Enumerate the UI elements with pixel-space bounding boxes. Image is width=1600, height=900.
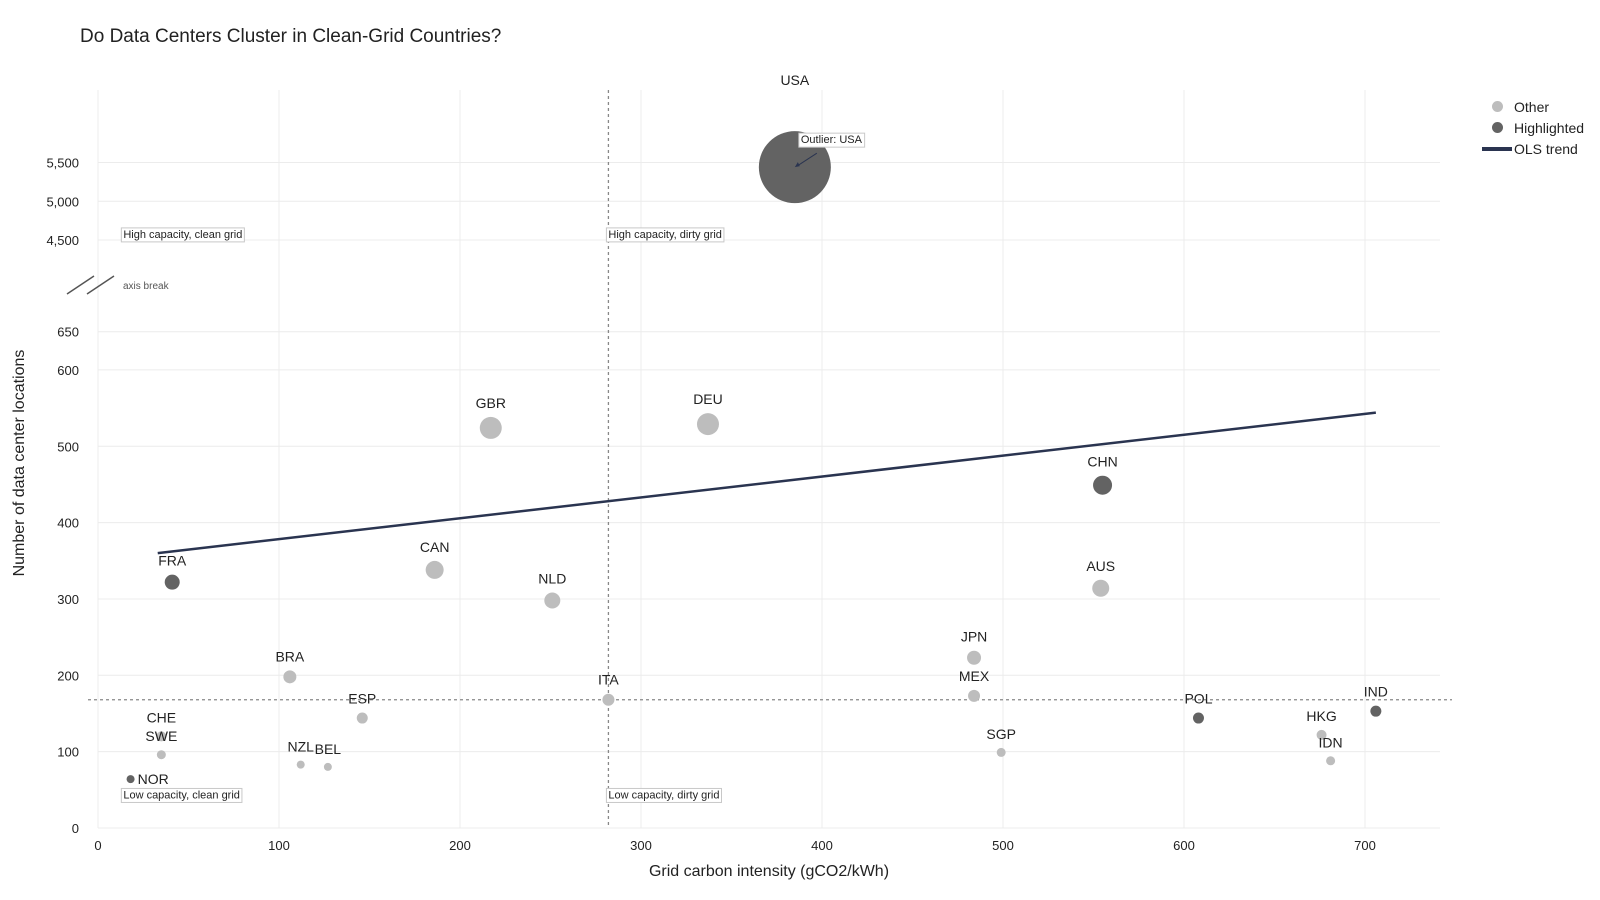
- quadrant-label: Low capacity, dirty grid: [608, 789, 719, 801]
- point-label: HKG: [1306, 708, 1336, 724]
- point-label: USA: [780, 72, 809, 88]
- quadrant-label: High capacity, clean grid: [123, 229, 242, 241]
- x-tick-label: 600: [1173, 838, 1195, 853]
- data-point-esp[interactable]: [356, 712, 368, 724]
- axes: 0 100 200 300 400 500 600 700 0 100 200 300 400 500 60…: [11, 156, 1376, 881]
- y-tick-label: 200: [57, 668, 79, 683]
- point-label: NOR: [138, 771, 169, 787]
- y-tick-label: 0: [72, 821, 79, 836]
- data-points: [126, 131, 1382, 784]
- legend-label: Highlighted: [1514, 119, 1585, 136]
- point-label: CHN: [1087, 454, 1117, 470]
- y-axis-title: Number of data center locations: [11, 350, 28, 577]
- legend-item-ols-trend[interactable]: OLS trend: [1480, 138, 1584, 159]
- legend-item-highlighted[interactable]: Highlighted: [1480, 117, 1584, 138]
- point-label: POL: [1184, 691, 1212, 707]
- data-point-gbr[interactable]: [479, 416, 502, 439]
- point-label: MEX: [959, 668, 990, 684]
- point-label: IDN: [1319, 734, 1343, 750]
- point-label: DEU: [693, 391, 723, 407]
- point-label: FRA: [158, 553, 187, 569]
- data-point-ind[interactable]: [1370, 705, 1382, 717]
- y-tick-label: 650: [57, 325, 79, 340]
- y-tick-label: 500: [57, 439, 79, 454]
- chart-title: Do Data Centers Cluster in Clean-Grid Co…: [80, 26, 502, 47]
- data-point-aus[interactable]: [1092, 579, 1110, 597]
- quadrant-label: High capacity, dirty grid: [608, 229, 722, 241]
- other-marker-icon: [1491, 101, 1503, 112]
- y-tick-label: 5,500: [46, 156, 79, 171]
- y-tick-label: 5,000: [46, 194, 79, 209]
- annotations: High capacity, clean grid High capacity, …: [120, 132, 866, 803]
- y-tick-label: 4,500: [46, 233, 79, 248]
- data-point-can[interactable]: [425, 560, 444, 579]
- y-tick-label: 600: [57, 363, 79, 378]
- x-tick-label: 100: [268, 838, 290, 853]
- data-point-ita[interactable]: [602, 693, 615, 706]
- data-point-bel[interactable]: [323, 762, 332, 771]
- legend-label: OLS trend: [1514, 140, 1578, 157]
- data-point-hkg[interactable]: [1316, 729, 1327, 740]
- x-axis-title: Grid carbon intensity (gCO2/kWh): [649, 863, 889, 880]
- point-label: GBR: [476, 395, 506, 411]
- x-tick-label: 700: [1354, 838, 1376, 853]
- y-tick-label: 100: [57, 745, 79, 760]
- point-label: NLD: [538, 570, 566, 586]
- data-point-bra[interactable]: [283, 670, 297, 684]
- y-tick-label: 300: [57, 592, 79, 607]
- data-point-nzl[interactable]: [296, 760, 305, 769]
- quadrant-label: Low capacity, clean grid: [123, 789, 240, 801]
- point-label: SGP: [986, 726, 1016, 742]
- point-label: ESP: [348, 691, 376, 707]
- data-point-fra[interactable]: [164, 574, 180, 590]
- x-tick-label: 200: [449, 838, 471, 853]
- gridlines: [97, 90, 1440, 829]
- data-point-chn[interactable]: [1093, 475, 1113, 495]
- point-label: ITA: [598, 672, 619, 688]
- point-label: NZL: [287, 739, 314, 755]
- data-point-che[interactable]: [156, 731, 167, 742]
- x-tick-label: 300: [630, 838, 652, 853]
- data-point-idn[interactable]: [1326, 756, 1336, 766]
- data-point-pol[interactable]: [1192, 712, 1204, 724]
- data-point-nor[interactable]: [126, 775, 135, 784]
- outlier-label: Outlier: USA: [801, 134, 863, 146]
- point-label: AUS: [1086, 558, 1115, 574]
- legend-item-other[interactable]: Other: [1480, 96, 1584, 117]
- point-label: CHE: [147, 709, 177, 725]
- ols-trend-line: [157, 411, 1377, 555]
- x-tick-label: 0: [94, 838, 101, 853]
- y-tick-label: 400: [57, 516, 79, 531]
- point-label: BEL: [315, 741, 342, 757]
- point-label: JPN: [961, 629, 987, 645]
- point-label: BRA: [275, 648, 304, 664]
- point-labels: GBR DEU CAN NLD AUS JPN BRA MEX ITA ESP CHE HKG SWE S…: [138, 72, 1388, 787]
- legend: Other Highlighted OLS trend: [1480, 96, 1584, 159]
- data-point-mex[interactable]: [968, 689, 981, 702]
- point-label: IND: [1364, 684, 1388, 700]
- data-point-nld[interactable]: [544, 592, 561, 609]
- axis-break-label: axis break: [123, 281, 170, 292]
- data-point-jpn[interactable]: [967, 650, 982, 665]
- highlighted-marker-icon: [1491, 122, 1503, 133]
- legend-label: Other: [1514, 98, 1550, 115]
- point-label: CAN: [420, 539, 450, 555]
- axis-break-icon: [66, 275, 95, 295]
- data-point-sgp[interactable]: [996, 747, 1006, 757]
- x-tick-label: 500: [992, 838, 1014, 853]
- outlier-arrow-icon: [796, 152, 818, 167]
- data-point-swe[interactable]: [156, 750, 166, 760]
- point-label: SWE: [145, 728, 177, 744]
- reference-lines: [88, 90, 1452, 828]
- trend-line-icon: [1482, 146, 1512, 151]
- x-tick-label: 400: [811, 838, 833, 853]
- data-point-deu[interactable]: [696, 413, 719, 436]
